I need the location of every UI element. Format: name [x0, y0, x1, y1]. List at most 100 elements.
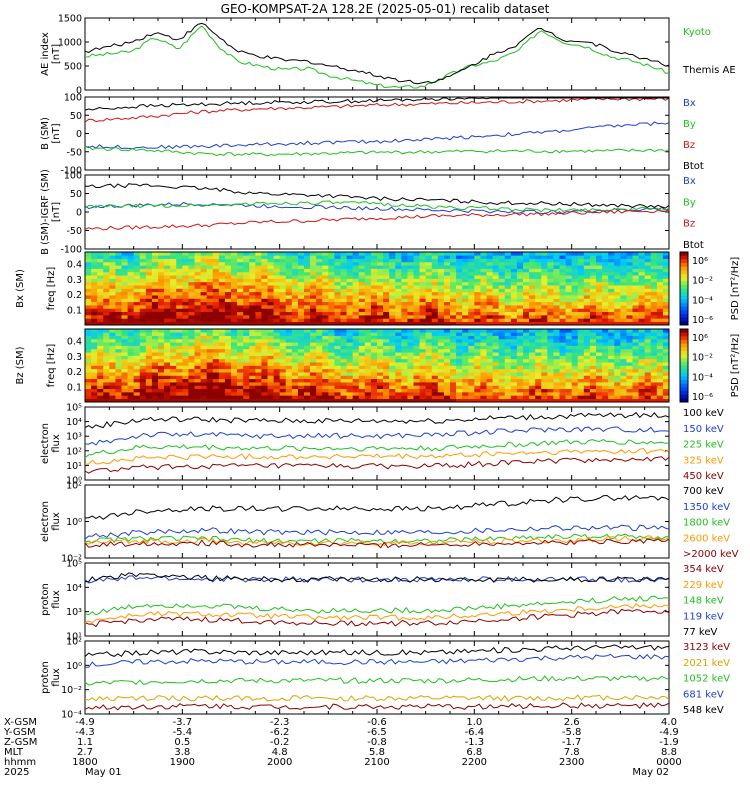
spectrogram-cell	[139, 281, 147, 286]
spectrogram-cell	[133, 271, 141, 276]
spectrogram-cell	[456, 281, 463, 286]
spectrogram-cell	[620, 335, 627, 340]
spectrogram-cell	[249, 315, 256, 319]
spectrogram-cell	[121, 365, 128, 370]
spectrogram-cell	[310, 315, 317, 319]
spectrogram-cell	[377, 372, 384, 376]
spectrogram-cell	[492, 338, 499, 343]
spectrogram-cell	[322, 382, 329, 386]
spectrogram-cell	[279, 362, 287, 366]
spectrogram-cell	[291, 378, 299, 383]
spectrogram-cell	[103, 365, 110, 370]
spectrogram-cell	[297, 291, 305, 296]
spectrogram-cell	[164, 301, 171, 306]
spectrogram-cell	[571, 261, 579, 266]
spectrogram-cell	[115, 368, 122, 373]
spectrogram-cell	[316, 281, 323, 286]
spectrogram-cell	[85, 271, 92, 276]
spectrogram-cell	[462, 301, 469, 306]
spectrogram-cell	[389, 295, 396, 299]
spectrogram-cell	[486, 382, 493, 386]
spectrogram-cell	[291, 291, 299, 296]
spectrogram-cell	[188, 305, 195, 309]
spectrogram-cell	[547, 365, 554, 370]
spectrogram-cell	[510, 372, 518, 376]
spectrogram-cell	[297, 308, 305, 313]
spectrogram-cell	[310, 348, 317, 353]
colorbar-segment	[680, 270, 688, 275]
spectrogram-cell	[145, 281, 153, 286]
spectrogram-cell	[352, 392, 360, 396]
spectrogram-cell	[279, 318, 287, 322]
spectrogram-cell	[85, 321, 92, 326]
y-axis-label: proton	[40, 583, 51, 616]
spectrogram-cell	[407, 392, 414, 396]
spectrogram-cell	[231, 275, 238, 279]
spectrogram-cell	[115, 298, 122, 303]
spectrogram-cell	[516, 375, 524, 380]
spectrogram-cell	[620, 352, 627, 356]
spectrogram-cell	[121, 301, 128, 306]
spectrogram-cell	[255, 321, 262, 326]
spectrogram-cell	[529, 295, 536, 299]
spectrogram-cell	[450, 332, 457, 336]
spectrogram-cell	[602, 261, 609, 266]
spectrogram-cell	[85, 362, 92, 366]
spectrogram-cell	[565, 368, 572, 373]
spectrogram-cell	[273, 385, 280, 390]
spectrogram-cell	[468, 285, 475, 289]
spectrogram-cell	[358, 285, 366, 289]
spectrogram-cell	[468, 385, 475, 390]
spectrogram-cell	[85, 315, 92, 319]
spectrogram-cell	[176, 298, 183, 303]
spectrogram-cell	[279, 375, 287, 380]
spectrogram-cell	[310, 372, 317, 376]
spectrogram-cell	[529, 281, 536, 286]
spectrogram-cell	[510, 318, 518, 322]
spectrogram-cell	[650, 335, 658, 340]
spectrogram-cell	[109, 318, 116, 322]
spectrogram-cell	[492, 275, 499, 279]
spectrogram-cell	[559, 288, 566, 293]
spectrogram-cell	[267, 261, 274, 266]
spectrogram-cell	[358, 395, 366, 399]
spectrogram-cell	[176, 352, 183, 356]
spectrogram-cell	[145, 318, 153, 322]
spectrogram-cell	[656, 352, 664, 356]
spectrogram-cell	[498, 288, 506, 293]
spectrogram-cell	[620, 321, 627, 326]
spectrogram-cell	[297, 255, 305, 259]
spectrogram-cell	[401, 281, 408, 286]
spectrogram-cell	[358, 291, 366, 296]
spectrogram-cell	[401, 308, 408, 313]
spectrogram-cell	[194, 281, 201, 286]
spectrogram-cell	[127, 278, 134, 283]
spectrogram-cell	[212, 255, 220, 259]
series-line-2	[84, 208, 670, 231]
spectrogram-cell	[413, 265, 420, 269]
spectrogram-cell	[267, 352, 274, 356]
spectrogram-cell	[577, 348, 585, 353]
spectrogram-cell	[407, 395, 414, 399]
spectrogram-cell	[596, 398, 603, 403]
spectrogram-cell	[273, 305, 280, 309]
spectrogram-cell	[608, 378, 615, 383]
spectrogram-cell	[437, 335, 445, 340]
spectrogram-cell	[407, 362, 414, 366]
spectrogram-cell	[103, 281, 110, 286]
y-axis-label: flux	[51, 668, 62, 687]
spectrogram-cell	[103, 335, 110, 340]
spectrogram-cell	[218, 358, 226, 363]
spectrogram-cell	[297, 348, 305, 353]
spectrogram-cell	[255, 329, 262, 333]
spectrogram-cell	[304, 378, 311, 383]
spectrogram-cell	[346, 392, 353, 396]
spectrogram-cell	[383, 338, 390, 343]
spectrogram-cell	[249, 308, 256, 313]
spectrogram-cell	[644, 298, 652, 303]
spectrogram-cell	[504, 278, 512, 283]
spectrogram-cell	[334, 255, 341, 259]
spectrogram-cell	[541, 255, 548, 259]
spectrogram-cell	[516, 268, 524, 273]
